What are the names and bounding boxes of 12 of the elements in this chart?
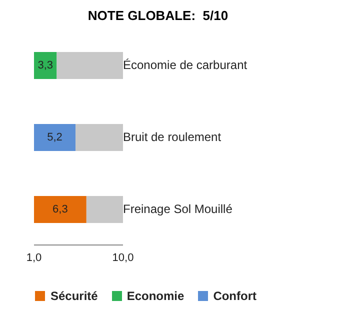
legend-label: Confort xyxy=(212,289,257,303)
data-label: 3,3 xyxy=(38,60,54,72)
text: NOTE GLOBALE: 5/10 xyxy=(86,8,230,23)
x-tick-label: 1,0 xyxy=(26,252,42,264)
legend-label: Economie xyxy=(126,289,184,303)
data-label: 5,2 xyxy=(47,132,62,144)
y-tick-label: Économie de carburant xyxy=(123,58,248,72)
y-tick-label: Bruit de roulement xyxy=(123,130,222,144)
x-tick-label: 10,0 xyxy=(112,252,134,264)
data-label: 6,3 xyxy=(52,204,68,216)
y-tick-label: Freinage Sol Mouillé xyxy=(123,202,233,216)
legend-label: Sécurité xyxy=(49,289,98,303)
